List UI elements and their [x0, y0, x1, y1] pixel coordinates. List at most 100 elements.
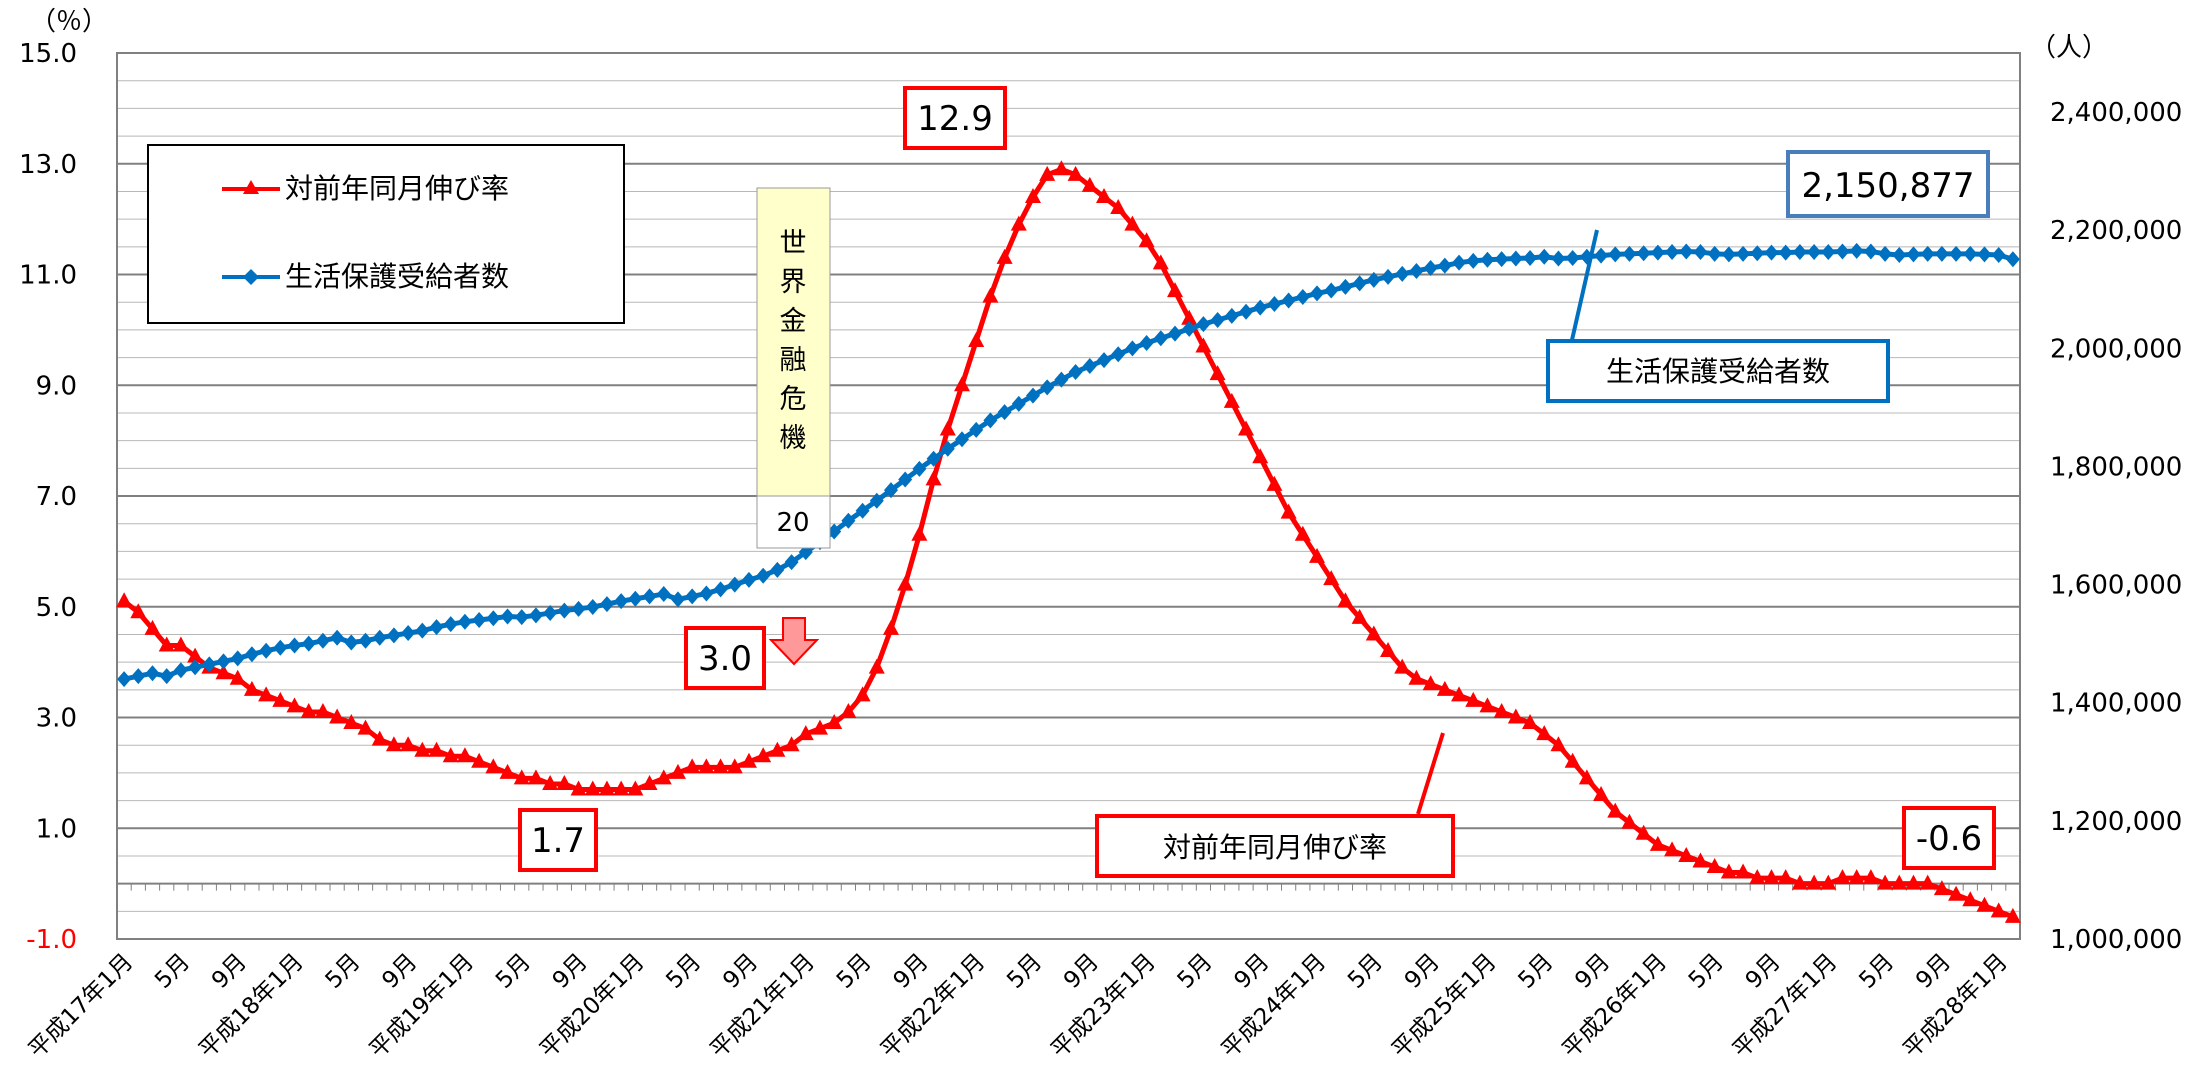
count-point	[1863, 243, 1878, 260]
count-point	[756, 567, 771, 584]
rate-point	[1252, 448, 1269, 464]
rate-point	[1735, 863, 1752, 879]
rate-point	[1280, 503, 1297, 519]
count-point	[1792, 244, 1807, 261]
right-axis-tick-label: 2,400,000	[2050, 98, 2182, 128]
rate-point	[1380, 642, 1397, 658]
left-axis-tick-label: 13.0	[19, 150, 77, 180]
rate-point	[1053, 160, 1070, 176]
legend-rate-label: 対前年同月伸び率	[285, 172, 509, 205]
x-axis-tick-label: 5月	[1513, 949, 1558, 994]
count-point	[188, 659, 203, 676]
rate-point	[897, 575, 914, 591]
rate-point	[1351, 608, 1368, 624]
legend-count-marker	[243, 269, 259, 285]
count-point	[1352, 275, 1367, 292]
rate-point	[712, 758, 729, 774]
count-point	[784, 554, 799, 571]
count-point	[642, 588, 657, 605]
rate-point	[329, 708, 346, 724]
rate-point	[840, 702, 857, 718]
count-point	[1594, 247, 1609, 264]
rate-point	[1294, 525, 1311, 541]
rate-point	[598, 780, 615, 796]
rate-point	[243, 680, 260, 696]
x-axis-tick-label: 9月	[889, 949, 934, 994]
count-point	[1224, 307, 1239, 324]
count-point	[1551, 250, 1566, 267]
rate-point	[357, 719, 374, 735]
rate-point	[272, 691, 289, 707]
count-point	[727, 576, 742, 593]
series-label-rate: 対前年同月伸び率	[1095, 732, 1455, 878]
count-point	[1778, 244, 1793, 261]
rate-point	[584, 780, 601, 796]
rate-point	[1167, 282, 1184, 298]
count-point	[1011, 395, 1026, 412]
right-axis-tick-label: 1,200,000	[2050, 807, 2182, 837]
rate-point	[1209, 365, 1226, 381]
count-point	[969, 421, 984, 438]
count-point	[741, 571, 756, 588]
x-axis-tick-label: 5月	[321, 949, 366, 994]
rate-point	[1451, 686, 1468, 702]
rate-point	[698, 758, 715, 774]
legend-count-label: 生活保護受給者数	[285, 260, 509, 293]
count-point	[216, 653, 231, 670]
rate-point	[542, 774, 559, 790]
rate-point	[726, 758, 743, 774]
rate-point	[499, 763, 516, 779]
rate-point	[414, 741, 431, 757]
x-axis-tick-label: 5月	[1684, 949, 1729, 994]
svg-text:1.7: 1.7	[531, 821, 585, 861]
count-point	[202, 656, 217, 673]
x-axis-tick-label: 9月	[548, 949, 593, 994]
x-axis-tick-label: 平成21年1月	[706, 949, 820, 1063]
count-point	[1068, 363, 1083, 380]
count-point	[159, 668, 174, 685]
x-axis-tick-label: 5月	[832, 949, 877, 994]
count-point	[273, 639, 288, 656]
count-point	[983, 412, 998, 429]
count-point	[869, 492, 884, 509]
count-point	[1693, 244, 1708, 261]
rate-point	[1493, 702, 1510, 718]
x-axis-tick-label: 平成26年1月	[1558, 949, 1672, 1063]
rate-point	[1479, 697, 1496, 713]
rate-point	[1309, 547, 1326, 563]
x-axis-tick-label: 9月	[1570, 949, 1615, 994]
rate-point	[925, 470, 942, 486]
series-label-count: 生活保護受給者数	[1546, 229, 1890, 403]
right-axis-tick-label: 2,200,000	[2050, 216, 2182, 246]
callout-latest-count: 2,150,877	[1786, 150, 1990, 218]
count-point	[1381, 268, 1396, 285]
count-point	[1153, 330, 1168, 347]
count-point	[699, 585, 714, 602]
right-axis-unit-label: （人）	[2030, 33, 2108, 63]
count-point	[1707, 245, 1722, 262]
rate-point	[1664, 841, 1681, 857]
count-point	[543, 604, 558, 621]
rate-point	[2004, 907, 2021, 923]
count-point	[1480, 251, 1495, 268]
count-point	[1082, 358, 1097, 375]
rate-point	[1578, 769, 1595, 785]
rate-point	[1806, 874, 1823, 890]
right-axis-tick-label: 1,800,000	[2050, 452, 2182, 482]
rate-point	[314, 702, 331, 718]
count-point	[940, 440, 955, 457]
rate-point	[187, 647, 204, 663]
left-axis-tick-label: 1.0	[36, 814, 77, 844]
count-point	[1025, 387, 1040, 404]
count-point	[1949, 245, 1964, 262]
rate-point	[1905, 874, 1922, 890]
svg-text:12.9: 12.9	[917, 99, 993, 139]
count-point	[1125, 340, 1140, 357]
x-axis-tick-label: 5月	[1343, 949, 1388, 994]
count-point	[1991, 247, 2006, 264]
count-point	[1892, 247, 1907, 264]
rate-point	[1593, 786, 1610, 802]
rate-point	[1507, 708, 1524, 724]
count-point	[1338, 278, 1353, 295]
rate-point	[1223, 392, 1240, 408]
